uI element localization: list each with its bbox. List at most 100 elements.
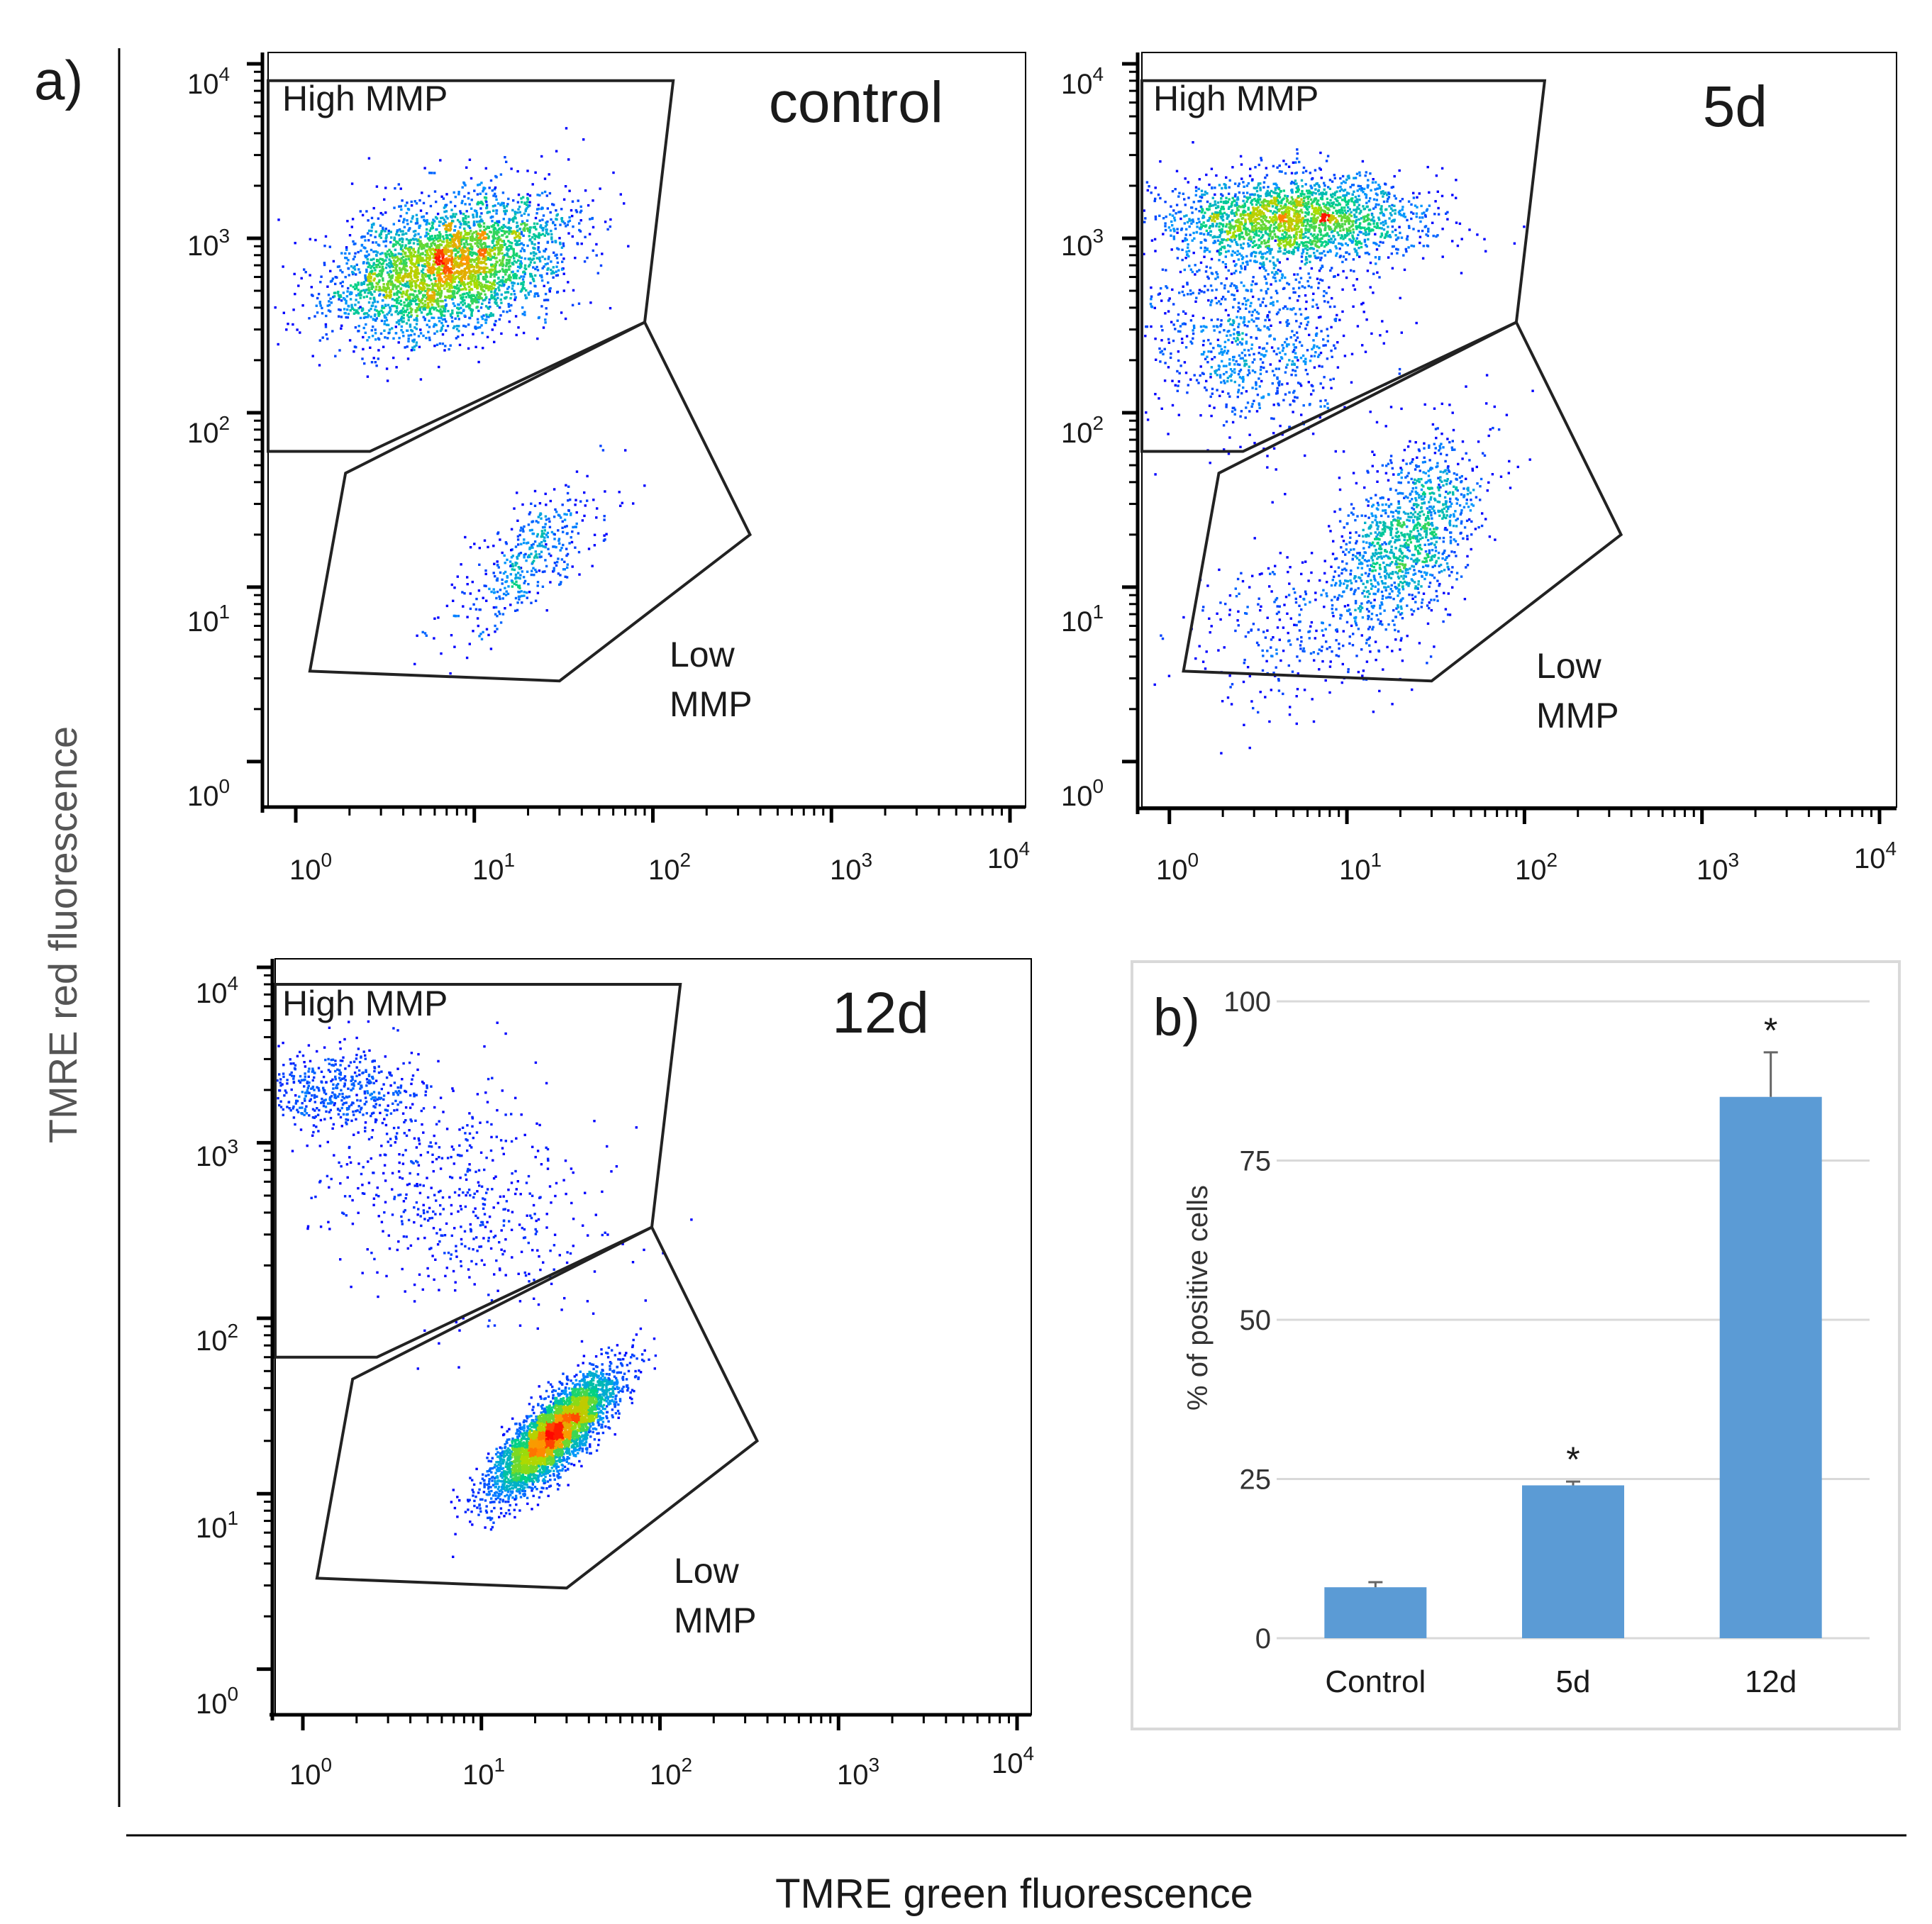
event-dot: [492, 216, 494, 218]
event-dot: [574, 526, 577, 528]
event-dot: [388, 291, 391, 294]
event-dot: [543, 257, 547, 260]
event-dot: [325, 333, 328, 336]
event-dot: [1245, 230, 1248, 233]
event-dot: [442, 280, 445, 283]
event-dot: [564, 317, 567, 321]
event-dot: [1282, 215, 1285, 218]
event-dot: [464, 184, 467, 187]
event-dot: [462, 181, 465, 184]
event-dot: [384, 259, 387, 262]
event-dot: [1278, 247, 1281, 250]
event-dot: [419, 282, 422, 285]
event-dot: [1223, 211, 1226, 214]
event-dot: [527, 205, 530, 208]
event-dot: [1170, 205, 1172, 208]
event-dot: [431, 297, 435, 301]
event-dot: [487, 316, 490, 318]
event-dot: [439, 299, 442, 303]
event-dot: [431, 266, 434, 269]
event-dot: [387, 284, 389, 288]
event-dot: [1293, 204, 1297, 206]
event-dot: [553, 538, 556, 540]
event-dot: [1169, 213, 1172, 216]
event-dot: [1267, 237, 1270, 240]
event-dot: [455, 615, 457, 618]
flow-plot-control: 100 101 102 103 104 104 103 102 101 100 …: [187, 52, 1030, 886]
event-dot: [352, 240, 355, 243]
event-dot: [402, 266, 405, 269]
event-dot: [460, 201, 463, 204]
event-dot: [412, 248, 415, 252]
event-dot: [570, 512, 572, 515]
event-dot: [469, 252, 472, 256]
event-dot: [341, 284, 344, 288]
event-dot: [538, 219, 541, 222]
event-dot: [399, 187, 402, 190]
event-dot: [514, 564, 517, 567]
event-dot: [1231, 201, 1234, 204]
event-dot: [432, 272, 435, 275]
event-dot: [1254, 199, 1258, 202]
event-dot: [394, 255, 396, 257]
event-dot: [476, 266, 479, 269]
event-dot: [410, 349, 413, 352]
event-dot: [370, 361, 374, 364]
event-dot: [537, 246, 540, 249]
event-dot: [1271, 271, 1274, 274]
event-dot: [457, 277, 461, 279]
event-dot: [1353, 201, 1355, 204]
event-dot: [384, 336, 387, 339]
event-dot: [578, 222, 581, 225]
event-dot: [563, 518, 567, 521]
event-dot: [470, 311, 473, 314]
event-dot: [475, 262, 479, 265]
event-dot: [502, 269, 505, 272]
event-dot: [1331, 211, 1335, 214]
event-dot: [445, 229, 448, 232]
event-dot: [309, 274, 311, 277]
event-dot: [540, 155, 543, 158]
event-dot: [387, 287, 389, 290]
event-dot: [426, 323, 428, 326]
event-dot: [501, 245, 504, 249]
event-dot: [453, 191, 455, 194]
event-dot: [368, 275, 371, 279]
event-dot: [521, 601, 523, 604]
event-dot: [366, 284, 369, 287]
event-dot: [1476, 233, 1479, 236]
event-dot: [1309, 172, 1311, 174]
event-dot: [510, 549, 513, 552]
event-dot: [434, 248, 438, 251]
event-dot: [489, 258, 492, 261]
event-dot: [466, 243, 469, 246]
event-dot: [490, 295, 493, 298]
event-dot: [452, 240, 455, 243]
event-dot: [517, 243, 520, 246]
event-dot: [545, 565, 548, 568]
event-dot: [462, 238, 465, 241]
event-dot: [545, 313, 548, 316]
event-dot: [451, 219, 454, 223]
event-dot: [434, 289, 437, 293]
event-dot: [274, 306, 277, 309]
event-dot: [471, 299, 474, 302]
event-dot: [533, 504, 537, 507]
event-dot: [333, 295, 336, 298]
event-dot: [394, 248, 396, 251]
event-dot: [1230, 205, 1233, 208]
event-dot: [1342, 238, 1345, 240]
event-dot: [386, 313, 389, 316]
event-dot: [385, 263, 389, 266]
event-dot: [531, 546, 534, 549]
event-dot: [1208, 208, 1211, 211]
event-dot: [394, 279, 397, 282]
event-dot: [489, 230, 492, 233]
event-dot: [417, 264, 420, 267]
event-dot: [506, 249, 510, 252]
event-dot: [536, 591, 540, 594]
event-dot: [524, 208, 528, 211]
event-dot: [375, 282, 378, 284]
event-dot: [448, 296, 452, 299]
event-dot: [1426, 208, 1429, 211]
